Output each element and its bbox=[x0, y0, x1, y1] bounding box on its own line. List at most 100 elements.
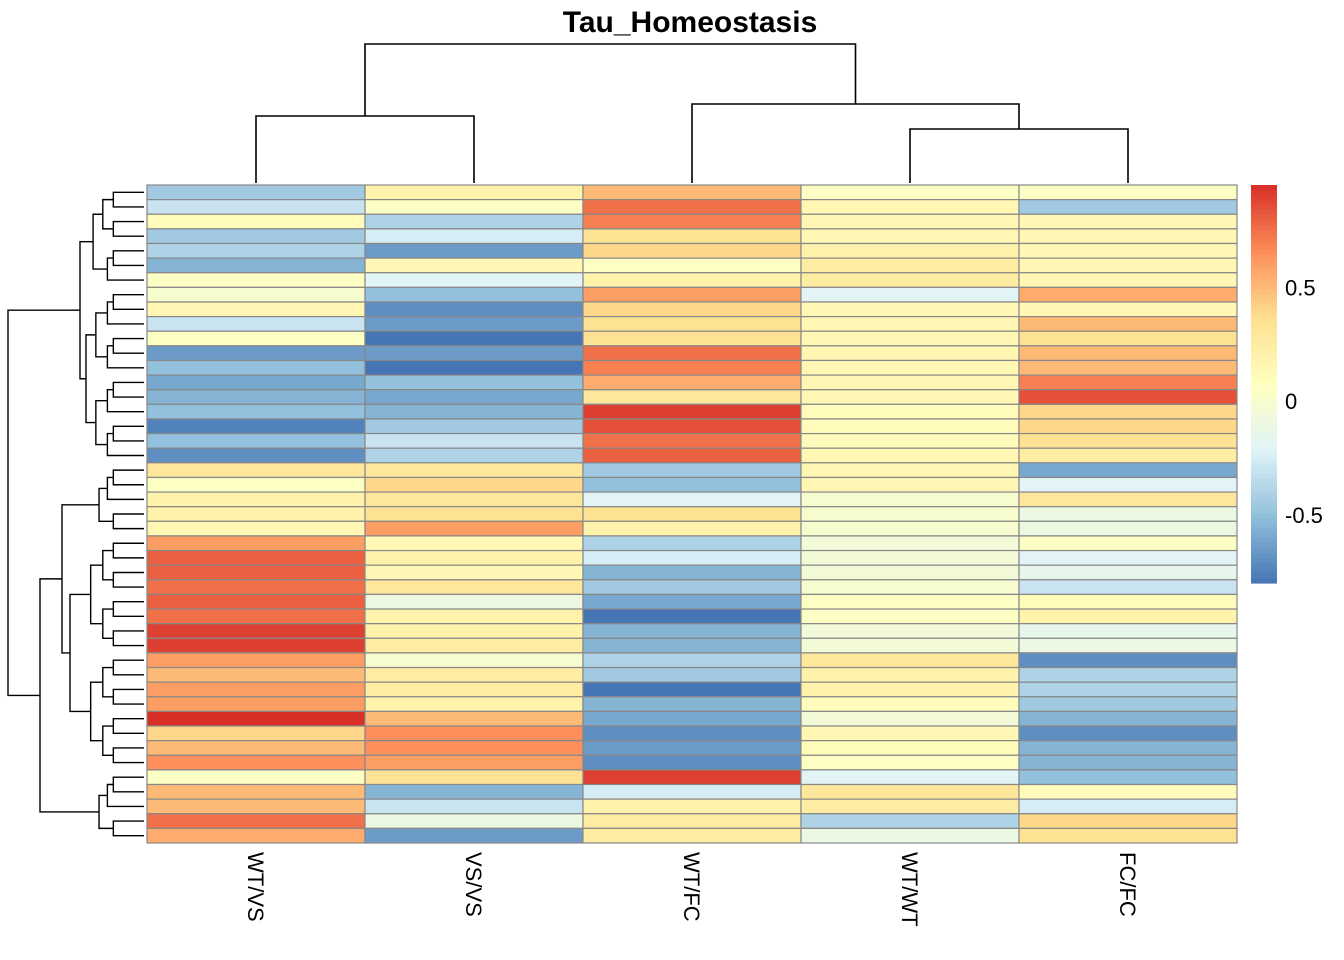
heatmap-cell bbox=[146, 681, 366, 698]
heatmap-cell bbox=[582, 754, 802, 771]
legend-swatch bbox=[1251, 219, 1277, 226]
heatmap-cell bbox=[146, 491, 366, 508]
legend-swatch bbox=[1251, 284, 1277, 291]
row-branch bbox=[95, 312, 108, 358]
heatmap-cell bbox=[364, 593, 584, 610]
heatmap-cell bbox=[364, 286, 584, 303]
heatmap-cell bbox=[1018, 389, 1238, 405]
heatmap-cell bbox=[1018, 740, 1238, 756]
heatmap-cell bbox=[800, 286, 1020, 303]
row-branch bbox=[112, 542, 144, 559]
heatmap-cell bbox=[146, 608, 366, 625]
heatmap-cell bbox=[1018, 696, 1238, 712]
heatmap-cell bbox=[800, 447, 1020, 464]
heatmap-cell bbox=[800, 813, 1020, 829]
heatmap-cell bbox=[364, 783, 584, 800]
heatmap-cell bbox=[146, 813, 366, 829]
heatmap-cell bbox=[582, 316, 802, 332]
row-branch bbox=[112, 820, 144, 837]
legend-swatch bbox=[1251, 513, 1277, 519]
legend-swatch bbox=[1251, 403, 1277, 410]
heatmap-cell bbox=[1018, 725, 1238, 742]
row-branch bbox=[92, 213, 108, 270]
heatmap-cell bbox=[1018, 564, 1238, 581]
heatmap-cell bbox=[1018, 652, 1238, 669]
heatmap-cell bbox=[146, 564, 366, 581]
heatmap-cell bbox=[582, 286, 802, 303]
heatmap-cell bbox=[364, 359, 584, 376]
row-branch bbox=[112, 630, 144, 647]
heatmap-cell bbox=[582, 593, 802, 610]
color-legend: 0.5 0 -0.5 bbox=[1251, 185, 1323, 584]
legend-swatch bbox=[1251, 388, 1277, 395]
heatmap-cell bbox=[146, 593, 366, 610]
heatmap-cell bbox=[1018, 286, 1238, 303]
heatmap-cell bbox=[146, 462, 366, 479]
legend-swatch bbox=[1251, 185, 1277, 191]
row-branch bbox=[95, 399, 108, 446]
legend-swatch bbox=[1251, 488, 1277, 495]
legend-swatch bbox=[1251, 533, 1277, 539]
heatmap-cell bbox=[800, 418, 1020, 435]
heatmap-cell bbox=[364, 564, 584, 581]
heatmap-cell bbox=[582, 579, 802, 596]
row-dendrogram bbox=[7, 191, 144, 837]
heatmap-cell bbox=[582, 696, 802, 712]
legend-swatch bbox=[1251, 299, 1277, 305]
heatmap-cell bbox=[582, 418, 802, 435]
heatmap-cell bbox=[800, 213, 1020, 230]
heatmap-cell bbox=[1018, 506, 1238, 522]
heatmap-cell bbox=[800, 476, 1020, 493]
legend-swatch bbox=[1251, 418, 1277, 425]
legend-tick-label: -0.5 bbox=[1285, 503, 1323, 528]
legend-swatch bbox=[1251, 369, 1277, 375]
heatmap-cell bbox=[800, 725, 1020, 742]
heatmap-cell bbox=[1018, 754, 1238, 771]
legend-swatch bbox=[1251, 354, 1277, 360]
heatmap-cell bbox=[800, 520, 1020, 537]
legend-swatch bbox=[1251, 578, 1277, 584]
heatmap-cell bbox=[800, 535, 1020, 552]
heatmap-cell bbox=[800, 491, 1020, 508]
heatmap-cell bbox=[364, 199, 584, 215]
row-branch bbox=[112, 250, 144, 267]
row-branch bbox=[61, 504, 100, 654]
heatmap-cell bbox=[582, 769, 802, 786]
legend-tick-label: 0 bbox=[1285, 389, 1297, 414]
heatmap-cell bbox=[364, 666, 584, 683]
legend-swatch bbox=[1251, 199, 1277, 206]
heatmap-cell bbox=[800, 666, 1020, 683]
heatmap-cell bbox=[364, 316, 584, 332]
legend-swatch bbox=[1251, 548, 1277, 554]
heatmap-cell bbox=[1018, 520, 1238, 537]
row-branch bbox=[112, 469, 144, 486]
heatmap-cell bbox=[364, 345, 584, 362]
heatmap-cell bbox=[800, 242, 1020, 259]
heatmap-cell bbox=[146, 316, 366, 332]
heatmap-cell bbox=[1018, 769, 1238, 786]
legend-swatch bbox=[1251, 244, 1277, 251]
heatmap-cell bbox=[800, 652, 1020, 669]
heatmap-cell bbox=[582, 740, 802, 756]
heatmap-cell bbox=[364, 535, 584, 552]
heatmap-cell bbox=[1018, 330, 1238, 347]
heatmap-cell bbox=[582, 476, 802, 493]
legend-swatch bbox=[1251, 274, 1277, 281]
heatmap-cell bbox=[582, 403, 802, 420]
heatmap-cell bbox=[582, 725, 802, 742]
column-label: WT/FC bbox=[679, 852, 704, 922]
legend-swatch bbox=[1251, 289, 1277, 296]
heatmap-cell bbox=[364, 403, 584, 420]
row-branch bbox=[89, 564, 103, 625]
heatmap-cell bbox=[146, 359, 366, 376]
legend-swatch bbox=[1251, 463, 1277, 470]
legend-swatch bbox=[1251, 204, 1277, 211]
heatmap-cell bbox=[364, 813, 584, 829]
row-branch bbox=[98, 794, 114, 830]
heatmap-cell bbox=[582, 491, 802, 508]
row-branch bbox=[112, 659, 144, 676]
legend-swatch bbox=[1251, 384, 1277, 390]
heatmap-cell bbox=[800, 696, 1020, 712]
heatmap-cell bbox=[800, 798, 1020, 815]
heatmap-cell bbox=[582, 506, 802, 522]
